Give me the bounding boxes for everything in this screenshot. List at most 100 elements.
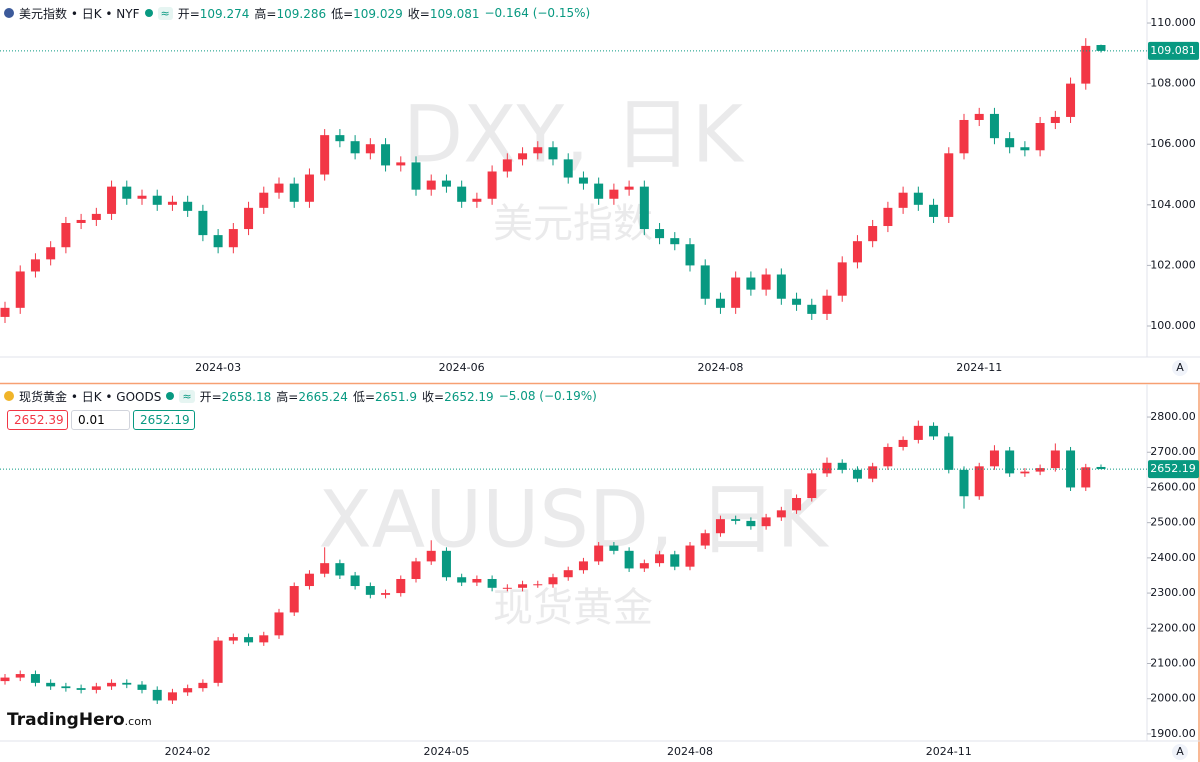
candle-body (624, 186, 634, 190)
candle-body (167, 692, 177, 701)
compare-icon[interactable]: ≈ (179, 389, 195, 403)
candle-body (76, 219, 86, 223)
candle-body (502, 159, 512, 172)
candle-body (1096, 466, 1106, 470)
candle-body (731, 277, 741, 308)
candle-body (609, 545, 619, 551)
candle-body (320, 563, 330, 574)
candle-body (365, 586, 375, 595)
candle-body (259, 635, 269, 643)
candle-body (396, 578, 406, 594)
candle-body (350, 575, 360, 587)
candle-body (792, 498, 802, 511)
value: 2652.19 (444, 389, 494, 404)
low: 低=2651.9 (353, 388, 417, 405)
x-tick-label: 2024-11 (956, 361, 1002, 374)
candle-body (624, 550, 634, 569)
symbol[interactable]: 美元指数 • 日K • NYF (19, 6, 140, 21)
y-tick-label: 108.000 (1150, 77, 1196, 90)
y-tick-label: 104.000 (1150, 198, 1196, 211)
value: 2658.18 (221, 389, 272, 404)
candle-body (335, 563, 345, 576)
candle-body (0, 677, 10, 682)
candle-body (807, 304, 817, 314)
x-tick-label: 2024-02 (165, 745, 211, 758)
candle-body (1035, 123, 1045, 151)
candle-body (76, 688, 86, 690)
candle-body (411, 561, 421, 579)
candle-body (731, 519, 741, 521)
y-tick-label: 106.000 (1150, 137, 1196, 150)
y-tick-label: 2000.00 (1150, 692, 1196, 705)
candle-body (518, 584, 528, 588)
value: 109.286 (276, 6, 327, 21)
auto-scale-button[interactable] (1172, 360, 1188, 376)
candle-body (852, 469, 862, 479)
candle-body (0, 307, 10, 317)
candle-body (457, 186, 467, 202)
x-tick-label: 2024-11 (926, 745, 972, 758)
candle-body (320, 135, 330, 175)
watermark-name: 现货黄金 (493, 585, 653, 631)
candle-body (1066, 450, 1076, 488)
legend-bottom: 现货黄金 • 日K • GOODS ≈ 开=2658.18 高=2665.24 … (4, 387, 597, 405)
candle-body (594, 545, 604, 562)
candle-body (274, 612, 284, 636)
candle-body (913, 192, 923, 205)
candle-body (244, 637, 254, 643)
candle-body (548, 577, 558, 585)
close: 收=109.081 (408, 5, 480, 22)
candle-body (198, 210, 208, 236)
candle-body (441, 180, 451, 187)
label: 开= (177, 6, 200, 21)
auto-scale-label: A (1176, 361, 1184, 374)
compare-icon[interactable]: ≈ (157, 6, 173, 20)
candle-body (852, 241, 862, 263)
buy-button[interactable]: 2652.19 (133, 410, 195, 430)
close: 收=2652.19 (422, 388, 494, 405)
candle-body (487, 578, 497, 588)
candle-body (670, 554, 680, 567)
y-tick-label: 2100.00 (1150, 656, 1196, 669)
candle-body (944, 153, 954, 217)
y-tick-label: 1900.00 (1150, 727, 1196, 740)
candle-body (122, 682, 132, 685)
price-label: 109.081 (1150, 44, 1196, 57)
candle-body (776, 510, 786, 518)
x-tick-label: 2024-05 (423, 745, 469, 758)
candle-body (989, 450, 999, 467)
label: 收= (422, 389, 445, 404)
logo: TradingHero.com (7, 710, 152, 730)
candle-body (183, 688, 193, 693)
candle-body (137, 684, 147, 690)
candle-body (61, 222, 71, 248)
candle-body (15, 271, 25, 308)
gold-icon (4, 391, 14, 401)
y-tick-label: 2500.00 (1150, 516, 1196, 529)
candle-body (472, 198, 482, 202)
candle-body (929, 204, 939, 217)
watermark: DXY, 日K (403, 90, 745, 180)
candle-body (822, 462, 832, 474)
y-tick-label: 110.000 (1150, 16, 1196, 29)
symbol[interactable]: 现货黄金 • 日K • GOODS (19, 389, 162, 404)
x-tick-label: 2024-08 (697, 361, 743, 374)
label: 低= (352, 389, 375, 404)
candle-body (959, 469, 969, 497)
value: 109.081 (429, 6, 480, 21)
sell-button[interactable]: 2652.39 (7, 410, 68, 430)
candle-body (1081, 467, 1091, 488)
candle-body (989, 113, 999, 139)
value: 109.274 (199, 6, 250, 21)
candle-body (46, 682, 56, 687)
candle-body (609, 189, 619, 199)
candle-body (1050, 450, 1060, 469)
candle-body (244, 207, 254, 230)
candle-body (548, 147, 558, 160)
candle-body (289, 183, 299, 202)
auto-scale-button[interactable] (1172, 744, 1188, 760)
candle-body (411, 162, 421, 190)
candle-body (837, 262, 847, 296)
